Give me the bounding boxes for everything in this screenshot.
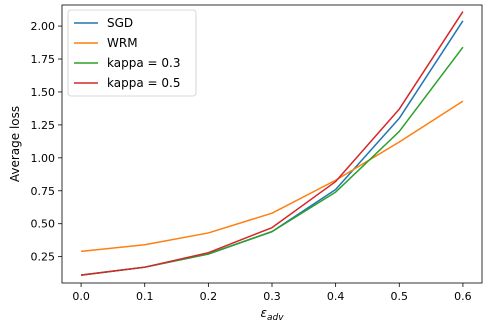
legend-label: SGD (107, 16, 133, 30)
y-axis-label: Average loss (8, 106, 22, 182)
legend-label: kappa = 0.5 (107, 76, 180, 90)
series-line-1 (81, 100, 464, 253)
y-tick-label: 0.50 (31, 218, 56, 231)
x-tick-label: 0.0 (72, 290, 90, 303)
legend-label: kappa = 0.3 (107, 56, 180, 70)
y-tick-label: 1.25 (31, 119, 56, 132)
x-tick-label: 0.4 (327, 290, 345, 303)
x-tick-label: 0.3 (263, 290, 281, 303)
x-tick-label: 0.1 (136, 290, 154, 303)
y-tick-label: 0.25 (31, 251, 56, 264)
x-axis-label: εadv (260, 306, 284, 323)
series-layer (80, 11, 464, 276)
y-tick-label: 0.75 (31, 185, 56, 198)
y-tick-label: 1.75 (31, 53, 56, 66)
legend-label: WRM (107, 36, 138, 50)
x-tick-label: 0.5 (391, 290, 409, 303)
y-tick-label: 1.00 (31, 152, 56, 165)
x-axis-ticks: 0.0 0.1 0.2 0.3 0.4 0.5 0.6 (72, 283, 472, 303)
legend: SGD WRM kappa = 0.3 kappa = 0.5 (67, 9, 197, 97)
x-tick-label: 0.2 (200, 290, 218, 303)
x-tick-label: 0.6 (454, 290, 472, 303)
y-axis-ticks: 0.25 0.50 0.75 1.00 1.25 1.50 1.75 2.00 (31, 20, 62, 264)
y-tick-label: 2.00 (31, 20, 56, 33)
legend-box (67, 9, 197, 97)
y-tick-label: 1.50 (31, 86, 56, 99)
series-line-3 (80, 11, 464, 276)
